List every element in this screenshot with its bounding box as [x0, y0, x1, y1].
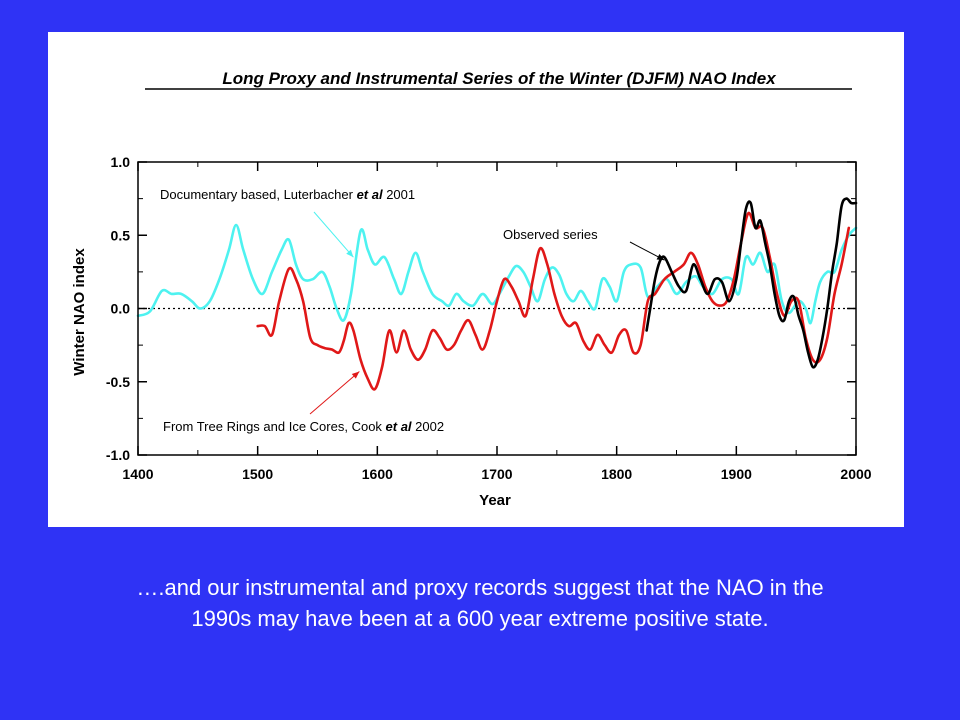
series-line-tree_rings [256, 211, 851, 391]
x-tick-label: 1600 [362, 466, 393, 482]
plot-frame [137, 161, 857, 456]
x-tick-label: 1900 [721, 466, 752, 482]
x-tick-label: 2000 [840, 466, 871, 482]
series-line-observed [645, 197, 858, 369]
y-tick-label: 0.5 [111, 227, 131, 243]
x-tick-label: 1700 [481, 466, 512, 482]
y-tick-label: 0.0 [111, 301, 131, 317]
caption: ….and our instrumental and proxy records… [10, 572, 950, 634]
annotation-observed: Observed series [503, 227, 598, 242]
annotation-arrowhead-tree_rings [351, 371, 360, 379]
x-tick-label: 1800 [601, 466, 632, 482]
x-tick-label: 1500 [242, 466, 273, 482]
x-axis-label: Year [479, 492, 511, 509]
x-tick-label: 1400 [122, 466, 153, 482]
chart-title: Long Proxy and Instrumental Series of th… [222, 69, 777, 88]
annotation-arrowhead-observed [656, 253, 665, 261]
annotation-arrow-documentary [313, 211, 354, 258]
series-layer [136, 197, 858, 391]
annotation-arrow-tree_rings [309, 371, 360, 415]
series-line-documentary [136, 223, 858, 325]
axis-ticks: 1400 1500 1600 1700 1800 1900 2000 -1.0 -0.5 0.0 0… [106, 154, 872, 482]
y-tick-label: 1.0 [111, 154, 131, 170]
y-axis-label: Winter NAO index [71, 248, 88, 376]
caption-line-1: ….and our instrumental and proxy records… [136, 575, 824, 600]
annotation-layer: Documentary based, Luterbacher et al 200… [160, 187, 665, 434]
y-tick-label: -1.0 [106, 447, 130, 463]
chart-panel: Long Proxy and Instrumental Series of th… [48, 32, 904, 527]
annotation-documentary: Documentary based, Luterbacher et al 200… [160, 187, 415, 202]
y-tick-label: -0.5 [106, 374, 130, 390]
caption-line-2: 1990s may have been at a 600 year extrem… [191, 606, 769, 631]
nao-chart: Long Proxy and Instrumental Series of th… [71, 69, 872, 509]
annotation-tree_rings: From Tree Rings and Ice Cores, Cook et a… [163, 419, 444, 434]
annotation-arrowhead-documentary [346, 249, 354, 258]
